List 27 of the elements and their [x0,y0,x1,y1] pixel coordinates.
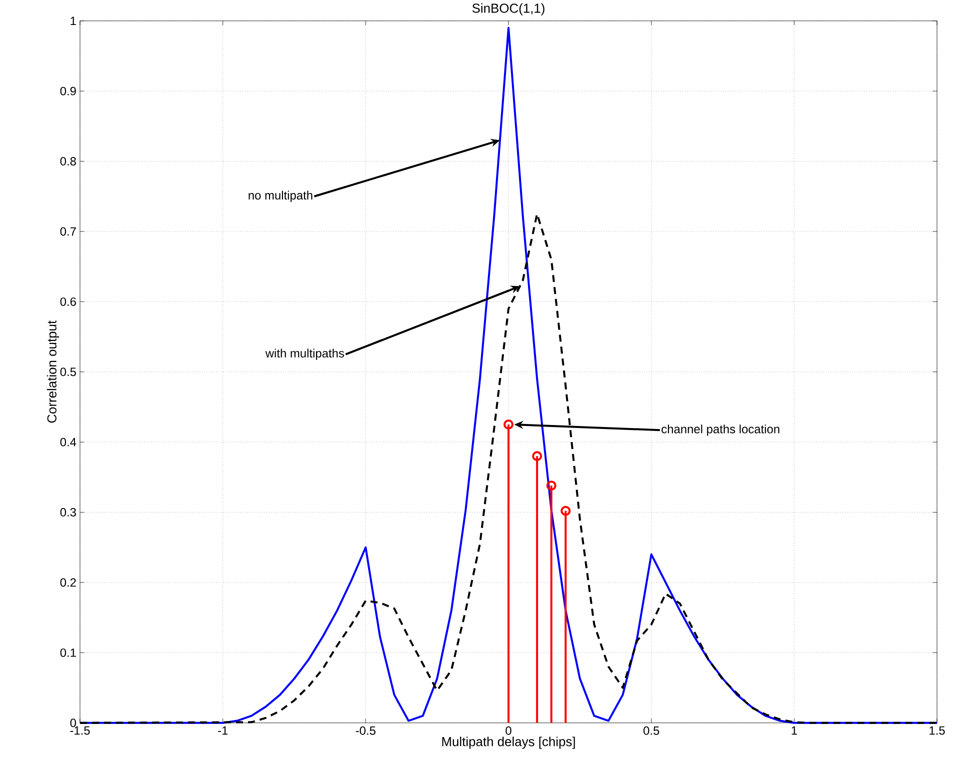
chart-title: SinBOC(1,1) [472,3,544,16]
y-tick-label: 0.7 [60,227,76,236]
point [546,480,556,491]
y-tick-label: 0.8 [60,157,76,166]
x-tick-label: 0 [506,726,512,735]
point [532,451,542,462]
annotation: channel paths location [662,424,780,436]
y-tick-label: 0.4 [60,438,76,446]
x-tick-label: -1 [218,726,228,735]
y-tick-label: 0.1 [60,648,76,657]
x-tick-label: 1.5 [930,726,945,735]
x-axis-title: Multipath delays [chips] [442,736,575,749]
y-tick-label: 0 [70,718,76,728]
x-tick-label: -0.5 [356,726,376,735]
y-axis-title: Correlation output [46,320,60,423]
y-tick-label: 0.6 [60,298,76,306]
y-tick-label: 0.9 [60,86,76,96]
y-tick-label: 0.2 [60,578,76,587]
y-tick-label: 1 [70,16,76,26]
y-tick-label: 0.3 [60,508,76,517]
x-tick-label: 0.5 [643,726,660,735]
x-tick-label: 1 [792,726,797,735]
x-tick-label: -1.5 [70,726,90,735]
annotation: no multipath [248,190,312,202]
annotation: with multipaths [265,348,344,360]
y-tick-label: 0.5 [60,368,76,376]
point [504,420,514,430]
